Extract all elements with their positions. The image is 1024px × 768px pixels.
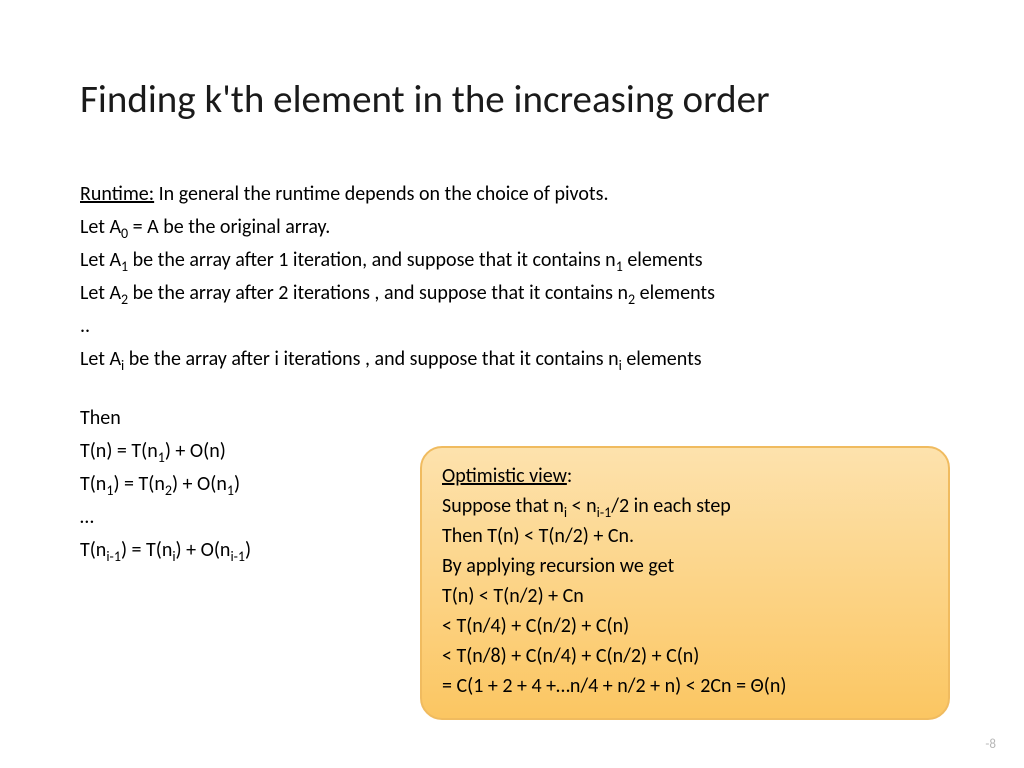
- text: ) + O(n: [176, 538, 231, 562]
- text: ) = T(n: [113, 472, 164, 496]
- text: Let A: [80, 215, 121, 239]
- runtime-label: Runtime:: [80, 182, 154, 206]
- text: elements: [622, 347, 702, 371]
- text: /2 in each step: [611, 494, 731, 518]
- text: = A be the original array.: [128, 215, 330, 239]
- callout-line-2: Then T(n) < T(n/2) + Cn.: [442, 522, 928, 551]
- callout-line-1: Suppose that ni < ni-1/2 in each step: [442, 492, 928, 521]
- runtime-text: In general the runtime depends on the ch…: [154, 182, 608, 206]
- callout-line-6: < T(n/8) + C(n/4) + C(n/2) + C(n): [442, 642, 928, 671]
- text: be the array after i iterations , and su…: [124, 347, 618, 371]
- line-a2: Let A2 be the array after 2 iterations ,…: [80, 278, 944, 309]
- rec-line-3: T(ni-1) = T(ni) + O(ni-1): [80, 535, 400, 566]
- callout-heading-text: Optimistic view: [442, 464, 567, 488]
- text: T(n: [80, 472, 106, 496]
- text: Suppose that n: [442, 494, 564, 518]
- page-number: -8: [985, 737, 996, 752]
- subscript: 1: [158, 449, 165, 466]
- line-dots: ..: [80, 311, 944, 342]
- rec-line-2: T(n1) = T(n2) + O(n1): [80, 469, 400, 500]
- text: ) = T(n: [121, 538, 172, 562]
- subscript: 1: [227, 482, 234, 499]
- text: be the array after 2 iterations , and su…: [128, 281, 628, 305]
- then-label: Then: [80, 403, 400, 434]
- line-a0: Let A0 = A be the original array.: [80, 212, 944, 243]
- runtime-line: Runtime: In general the runtime depends …: [80, 179, 944, 210]
- text: ) + O(n): [165, 439, 226, 463]
- text: ): [245, 538, 251, 562]
- text: T(n: [80, 538, 106, 562]
- text: Let A: [80, 347, 121, 371]
- slide: Finding k'th element in the increasing o…: [0, 0, 1024, 768]
- line-a1: Let A 1 be the array after 1 iteration, a…: [80, 245, 944, 276]
- callout-line-3: By applying recursion we get: [442, 552, 928, 581]
- text: be the array after 1 iteration, and supp…: [128, 248, 616, 272]
- callout-heading: Optimistic view:: [442, 462, 928, 491]
- subscript: 2: [165, 482, 172, 499]
- callout-line-4: T(n) < T(n/2) + Cn: [442, 582, 928, 611]
- text: Let A: [80, 248, 121, 272]
- text: elements: [623, 248, 703, 272]
- line-ai: Let Ai be the array after i iterations ,…: [80, 344, 944, 375]
- text: ) + O(n: [172, 472, 227, 496]
- text: ): [234, 472, 240, 496]
- optimistic-view-callout: Optimistic view: Suppose that ni < ni-1/…: [420, 446, 950, 720]
- callout-heading-colon: :: [567, 464, 572, 488]
- text: T(n) = T(n: [80, 439, 158, 463]
- subscript: 1: [616, 258, 623, 275]
- text: elements: [635, 281, 715, 305]
- subscript: i-1: [230, 548, 245, 565]
- text: < n: [567, 494, 597, 518]
- rec-line-dots: …: [80, 502, 400, 533]
- spacer: [80, 377, 944, 403]
- rec-line-1: T(n) = T(n1) + O(n): [80, 436, 400, 467]
- subscript: i-1: [106, 548, 121, 565]
- slide-title: Finding k'th element in the increasing o…: [80, 78, 944, 123]
- recurrence-block: Then T(n) = T(n1) + O(n) T(n1) = T(n2) +…: [80, 403, 400, 566]
- subscript: i-1: [597, 504, 612, 521]
- callout-line-5: < T(n/4) + C(n/2) + C(n): [442, 612, 928, 641]
- callout-line-7: = C(1 + 2 + 4 +…n/4 + n/2 + n) < 2Cn = Θ…: [442, 672, 928, 701]
- text: Let A: [80, 281, 121, 305]
